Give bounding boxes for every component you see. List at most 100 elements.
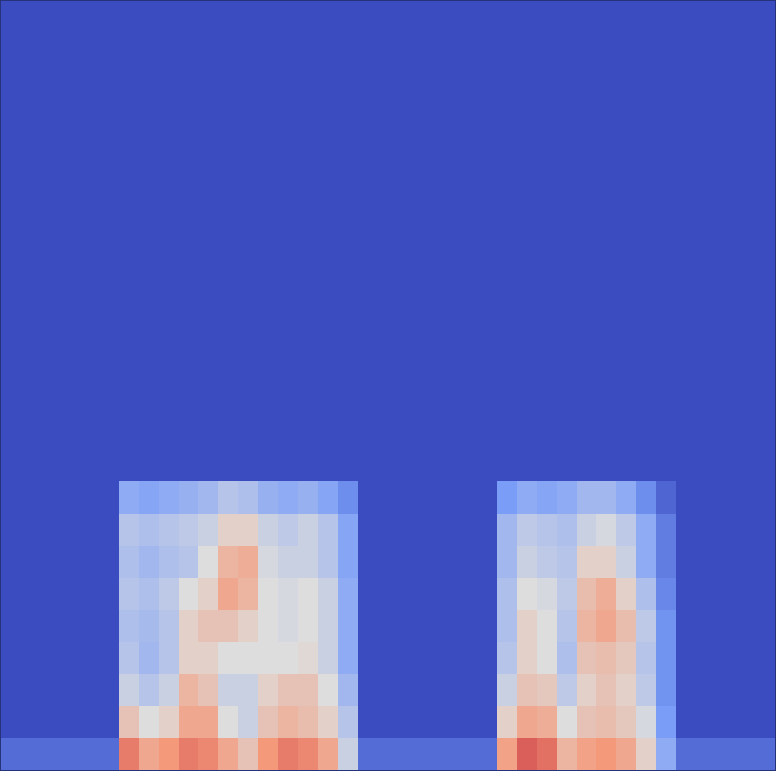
- cell: [258, 96, 279, 129]
- cell: [218, 321, 239, 354]
- cell: [39, 224, 60, 257]
- cell: [59, 481, 80, 514]
- cell: [238, 289, 259, 322]
- cell: [79, 674, 100, 707]
- cell: [716, 128, 737, 161]
- cell: [497, 289, 518, 322]
- cell: [159, 578, 180, 611]
- cell: [59, 578, 80, 611]
- cell: [79, 321, 100, 354]
- cell: [676, 449, 697, 482]
- cell: [139, 514, 160, 547]
- cell: [139, 128, 160, 161]
- cell: [198, 546, 219, 579]
- cell: [39, 449, 60, 482]
- cell: [238, 128, 259, 161]
- cell: [278, 642, 299, 675]
- cell: [397, 289, 418, 322]
- cell: [139, 578, 160, 611]
- cell: [0, 353, 20, 386]
- cell: [397, 610, 418, 643]
- cell: [39, 546, 60, 579]
- cell: [139, 385, 160, 418]
- cell: [656, 353, 677, 386]
- cell: [258, 321, 279, 354]
- cell: [238, 160, 259, 193]
- cell: [198, 32, 219, 65]
- cell: [736, 449, 757, 482]
- cell: [557, 96, 578, 129]
- cell: [119, 224, 140, 257]
- cell: [378, 481, 398, 514]
- cell: [537, 353, 558, 386]
- cell: [179, 160, 199, 193]
- cell: [238, 96, 259, 129]
- cell: [238, 546, 259, 579]
- cell: [497, 417, 518, 450]
- cell: [537, 289, 558, 322]
- cell: [79, 642, 100, 675]
- cell: [616, 642, 637, 675]
- cell: [59, 192, 80, 225]
- cell: [636, 192, 657, 225]
- cell: [258, 385, 279, 418]
- cell: [119, 514, 140, 547]
- cell: [139, 289, 160, 322]
- cell: [198, 385, 219, 418]
- cell: [179, 257, 199, 290]
- cell: [736, 160, 757, 193]
- cell: [278, 706, 299, 739]
- cell: [736, 578, 757, 611]
- cell: [159, 257, 180, 290]
- cell: [39, 642, 60, 675]
- cell: [437, 321, 458, 354]
- cell: [557, 642, 578, 675]
- cell: [378, 128, 398, 161]
- cell: [238, 353, 259, 386]
- cell: [696, 289, 717, 322]
- cell: [19, 96, 40, 129]
- cell: [596, 674, 617, 707]
- cell: [258, 353, 279, 386]
- cell: [736, 96, 757, 129]
- cell: [577, 514, 597, 547]
- cell: [218, 449, 239, 482]
- cell: [517, 481, 538, 514]
- cell: [338, 546, 359, 579]
- cell: [378, 449, 398, 482]
- cell: [437, 96, 458, 129]
- cell: [179, 514, 199, 547]
- cell: [437, 417, 458, 450]
- cell: [636, 224, 657, 257]
- cell: [457, 546, 478, 579]
- cell: [159, 738, 180, 771]
- cell: [457, 289, 478, 322]
- cell: [218, 642, 239, 675]
- cell: [238, 449, 259, 482]
- cell: [19, 738, 40, 771]
- cell: [397, 160, 418, 193]
- cell: [198, 578, 219, 611]
- cell: [417, 32, 438, 65]
- cell: [318, 417, 339, 450]
- cell: [736, 224, 757, 257]
- cell: [99, 224, 120, 257]
- cell: [517, 514, 538, 547]
- cell: [39, 353, 60, 386]
- cell: [517, 610, 538, 643]
- cell: [198, 738, 219, 771]
- cell: [179, 224, 199, 257]
- cell: [457, 32, 478, 65]
- cell: [39, 32, 60, 65]
- cell: [19, 417, 40, 450]
- cell: [79, 96, 100, 129]
- cell: [0, 578, 20, 611]
- cell: [358, 642, 379, 675]
- cell: [477, 289, 498, 322]
- cell: [397, 417, 418, 450]
- cell: [656, 578, 677, 611]
- cell: [616, 0, 637, 33]
- cell: [119, 289, 140, 322]
- cell: [417, 160, 438, 193]
- cell: [676, 706, 697, 739]
